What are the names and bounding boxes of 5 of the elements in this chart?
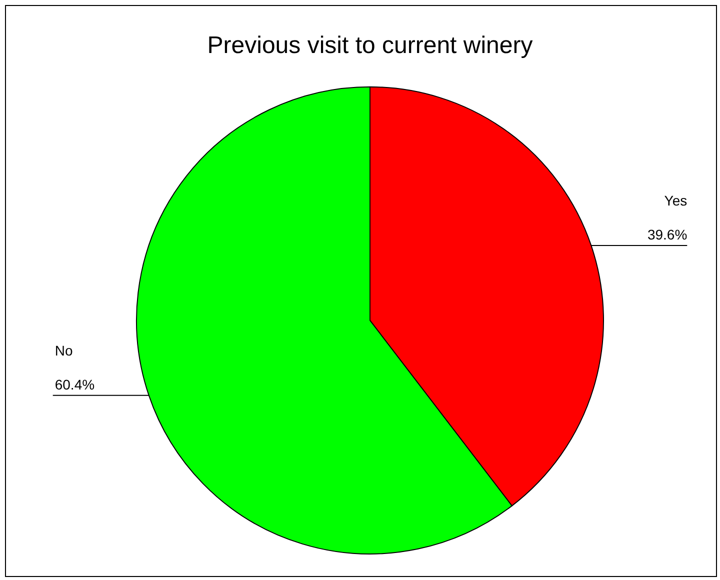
slice-label: No bbox=[54, 342, 73, 358]
chart-title: Previous visit to current winery bbox=[207, 32, 533, 60]
data-label: 39.6% bbox=[647, 226, 688, 242]
data-label: 60.4% bbox=[54, 376, 95, 392]
slice-label: Yes bbox=[664, 192, 688, 208]
